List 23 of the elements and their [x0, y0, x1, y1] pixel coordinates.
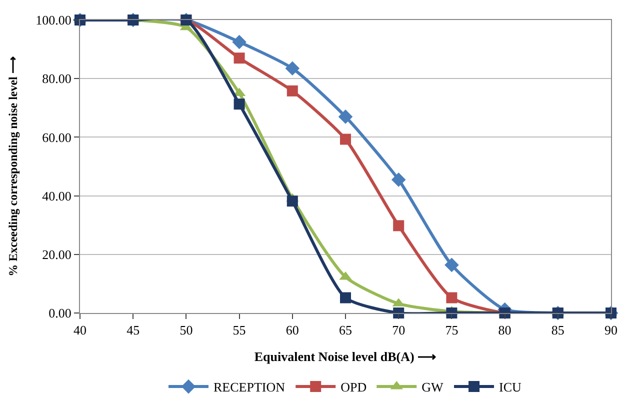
x-tick-label: 90 — [604, 322, 618, 338]
x-tick-label: 65 — [339, 322, 352, 338]
x-axis-title: Equivalent Noise level dB(A) ⟶ — [254, 349, 437, 364]
y-tick-label: 100.00 — [36, 12, 72, 28]
y-axis-title: % Exceeding corresponding noise level ⟶ — [6, 56, 20, 276]
x-tick-label: 70 — [392, 322, 406, 338]
y-tick-label: 60.00 — [42, 130, 72, 145]
y-tick-label: 20.00 — [42, 246, 72, 262]
x-tick-label: 50 — [180, 322, 193, 338]
legend-label: ICU — [499, 380, 522, 395]
legend-label: GW — [422, 380, 444, 395]
x-tick-label: 55 — [232, 322, 246, 338]
x-tick-label: 45 — [126, 322, 140, 338]
x-tick-label: 75 — [445, 322, 458, 338]
legend-label: RECEPTION — [214, 380, 286, 395]
x-tick-label: 60 — [286, 322, 299, 338]
x-tick-label: 40 — [74, 322, 86, 338]
x-tick-label: 80 — [498, 322, 512, 338]
y-tick-label: 0.00 — [48, 306, 72, 321]
x-tick-label: 85 — [551, 322, 564, 338]
y-tick-label: 40.00 — [42, 188, 72, 204]
legend-label: OPD — [340, 380, 367, 395]
y-tick-label: 80.00 — [42, 71, 72, 86]
